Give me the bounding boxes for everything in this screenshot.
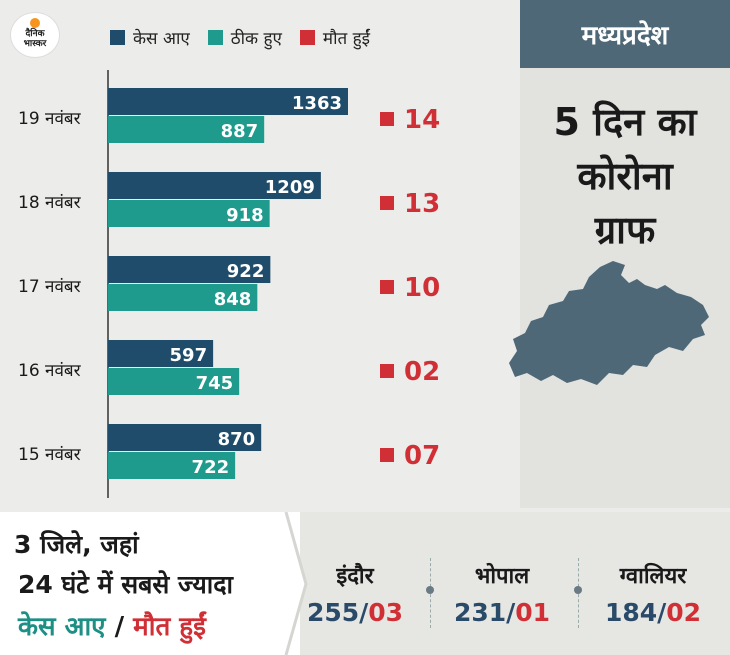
city-deaths-gwalior: 02 xyxy=(666,598,702,627)
death-marker-icon xyxy=(380,280,394,294)
death-count-label: 14 xyxy=(404,105,440,135)
legend-label-recovered: ठीक हुए xyxy=(230,29,282,49)
death-marker-icon xyxy=(380,448,394,462)
bar-recovered xyxy=(108,116,265,143)
logo-line1: दैनिक xyxy=(25,29,45,39)
bar-label-cases: 1209 xyxy=(265,177,315,198)
city-values-indore: 255/03 xyxy=(306,598,404,627)
death-marker-icon xyxy=(380,112,394,126)
bar-recovered xyxy=(108,452,236,479)
bar-recovered xyxy=(108,284,258,311)
bar-label-cases: 870 xyxy=(218,429,256,450)
cities-panel xyxy=(300,512,730,655)
city-name-gwalior: ग्वालियर xyxy=(619,564,687,589)
death-marker-icon xyxy=(380,196,394,210)
category-label: 17 नवंबर xyxy=(18,277,82,297)
category-label: 15 नवंबर xyxy=(18,445,82,465)
graph-title-line2: कोरोना xyxy=(577,154,673,198)
summary-line3: केस आए / मौत हुईं xyxy=(18,607,206,643)
bar-cases xyxy=(108,424,262,451)
city-values-gwalior: 184/02 xyxy=(604,598,702,627)
legend-item-deaths: मौत हुईं xyxy=(299,26,370,49)
legend-swatch-cases xyxy=(110,30,125,45)
summary-cases-label: केस आए xyxy=(18,612,106,642)
bar-label-recovered: 887 xyxy=(221,121,259,142)
legend-label-deaths: मौत हुईं xyxy=(322,29,370,49)
death-marker-icon xyxy=(380,364,394,378)
city-name-indore: इंदौर xyxy=(336,564,374,589)
bar-label-cases: 922 xyxy=(227,261,265,282)
city-deaths-bhopal: 01 xyxy=(515,598,551,627)
category-label: 19 नवंबर xyxy=(18,109,82,129)
bar-label-recovered: 848 xyxy=(214,289,252,310)
chart-legend: केस आए ठीक हुए मौत हुईं xyxy=(110,26,370,49)
graph-title-line1: 5 दिन का xyxy=(553,100,697,144)
separator-dot-2 xyxy=(574,586,582,594)
death-count-label: 07 xyxy=(404,441,440,471)
city-cases-gwalior: 184 xyxy=(604,598,658,627)
death-count-label: 02 xyxy=(404,357,440,387)
death-count-label: 10 xyxy=(404,273,440,303)
state-badge: मध्यप्रदेश xyxy=(520,0,730,68)
bar-cases xyxy=(108,256,271,283)
dainik-bhaskar-logo: दैनिक भास्कर xyxy=(10,12,60,58)
legend-item-recovered: ठीक हुए xyxy=(207,26,282,49)
summary-line2: 24 घंटे में सबसे ज्यादा xyxy=(18,570,234,599)
summary-line1: 3 जिले, जहां xyxy=(14,530,139,559)
city-cases-bhopal: 231 xyxy=(453,598,507,627)
legend-swatch-deaths xyxy=(299,30,315,45)
summary-deaths-label: मौत हुईं xyxy=(133,612,206,642)
bar-recovered xyxy=(108,368,240,395)
bar-recovered xyxy=(108,200,270,227)
bar-label-recovered: 745 xyxy=(196,373,234,394)
bar-cases xyxy=(108,88,348,115)
bar-label-cases: 597 xyxy=(170,345,208,366)
bar-cases xyxy=(108,340,214,367)
legend-label-cases: केस आए xyxy=(133,29,190,49)
graph-title-line3: ग्राफ xyxy=(594,208,656,252)
category-label: 18 नवंबर xyxy=(18,193,82,213)
category-label: 16 नवंबर xyxy=(18,361,82,381)
legend-item-cases: केस आए xyxy=(110,26,190,49)
bar-label-recovered: 722 xyxy=(192,457,230,478)
city-deaths-indore: 03 xyxy=(368,598,404,627)
separator-dot-1 xyxy=(426,586,434,594)
city-values-bhopal: 231/01 xyxy=(453,598,551,627)
madhya-pradesh-map-icon xyxy=(509,261,709,385)
city-name-bhopal: भोपाल xyxy=(474,564,530,589)
divider-chevron xyxy=(270,512,308,655)
bar-label-cases: 1363 xyxy=(292,93,342,114)
bar-cases xyxy=(108,172,321,199)
sun-icon xyxy=(30,18,40,28)
summary-slash: / xyxy=(105,612,134,642)
legend-swatch-recovered xyxy=(207,30,223,45)
logo-line2: भास्कर xyxy=(23,39,47,49)
death-count-label: 13 xyxy=(404,189,440,219)
bar-label-recovered: 918 xyxy=(226,205,264,226)
graph-title: 5 दिन का कोरोना ग्राफ xyxy=(520,95,730,257)
city-cases-indore: 255 xyxy=(306,598,360,627)
